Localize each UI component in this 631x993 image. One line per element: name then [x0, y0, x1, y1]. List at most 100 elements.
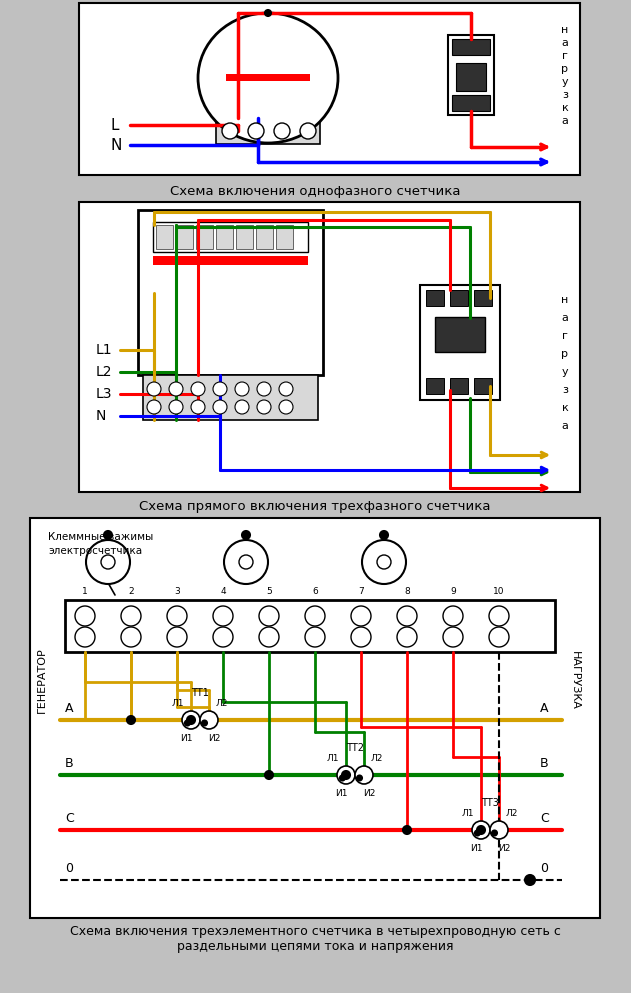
Circle shape	[213, 382, 227, 396]
Bar	[196, 225, 213, 249]
Circle shape	[167, 606, 187, 626]
Circle shape	[191, 400, 205, 414]
Circle shape	[248, 123, 264, 139]
Text: 4: 4	[220, 587, 226, 596]
Circle shape	[274, 123, 290, 139]
Circle shape	[185, 721, 190, 726]
Circle shape	[355, 766, 373, 784]
Text: И1: И1	[335, 789, 347, 798]
Bar	[216, 118, 320, 144]
Bar	[79, 202, 580, 492]
Text: р: р	[562, 349, 569, 359]
Circle shape	[147, 400, 161, 414]
Circle shape	[147, 382, 161, 396]
Text: A: A	[65, 702, 73, 715]
Text: N: N	[110, 137, 121, 153]
Circle shape	[169, 400, 183, 414]
Bar	[236, 225, 253, 249]
Bar	[294, 55, 308, 73]
Bar	[153, 256, 308, 265]
Text: C: C	[540, 812, 549, 825]
Circle shape	[443, 627, 463, 647]
Text: 0: 0	[540, 862, 548, 875]
Circle shape	[104, 531, 112, 539]
Circle shape	[351, 606, 371, 626]
Text: Схема включения однофазного счетчика: Схема включения однофазного счетчика	[170, 185, 460, 198]
Bar	[452, 39, 490, 55]
Text: у: у	[562, 77, 569, 87]
Circle shape	[75, 606, 95, 626]
Text: И2: И2	[208, 734, 220, 743]
Text: L1: L1	[96, 343, 112, 357]
Circle shape	[279, 400, 293, 414]
Circle shape	[475, 830, 480, 835]
Bar	[226, 53, 310, 75]
Circle shape	[377, 555, 391, 569]
Circle shape	[224, 540, 268, 584]
Text: 9: 9	[450, 587, 456, 596]
Text: а: а	[562, 421, 569, 431]
Circle shape	[121, 627, 141, 647]
Bar	[426, 378, 444, 394]
Text: 0: 0	[65, 862, 73, 875]
Text: И1: И1	[180, 734, 192, 743]
Bar	[452, 95, 490, 111]
Circle shape	[489, 606, 509, 626]
Bar	[278, 55, 292, 73]
Text: Л1: Л1	[327, 754, 339, 763]
Text: Л1: Л1	[172, 699, 184, 708]
Text: И2: И2	[363, 789, 375, 798]
Text: 10: 10	[493, 587, 505, 596]
Text: ГЕНЕРАТОР: ГЕНЕРАТОР	[37, 647, 47, 713]
Text: B: B	[65, 757, 74, 770]
Circle shape	[182, 711, 200, 729]
Circle shape	[492, 830, 497, 835]
Circle shape	[213, 627, 233, 647]
Circle shape	[342, 771, 350, 779]
Circle shape	[259, 627, 279, 647]
Text: L3: L3	[96, 387, 112, 401]
Text: И2: И2	[498, 844, 510, 853]
Bar	[143, 375, 318, 420]
Text: 1: 1	[82, 587, 88, 596]
Bar	[226, 74, 310, 81]
Text: Клеммные зажимы: Клеммные зажимы	[48, 532, 153, 542]
Circle shape	[490, 821, 508, 839]
Text: 2: 2	[128, 587, 134, 596]
Text: B: B	[540, 757, 548, 770]
Circle shape	[357, 776, 362, 780]
Circle shape	[101, 555, 115, 569]
Circle shape	[200, 711, 218, 729]
Circle shape	[127, 716, 135, 724]
Text: Схема прямого включения трехфазного счетчика: Схема прямого включения трехфазного счет…	[139, 500, 491, 513]
Text: р: р	[562, 64, 569, 74]
Circle shape	[397, 627, 417, 647]
Text: з: з	[562, 90, 568, 100]
Circle shape	[265, 771, 273, 779]
Circle shape	[202, 721, 207, 726]
Circle shape	[340, 776, 345, 780]
Circle shape	[403, 826, 411, 834]
Bar	[435, 317, 485, 352]
Circle shape	[86, 540, 130, 584]
Circle shape	[477, 826, 485, 834]
Circle shape	[472, 821, 490, 839]
Circle shape	[169, 382, 183, 396]
Bar	[246, 55, 260, 73]
Text: Л1: Л1	[462, 809, 475, 818]
Text: н: н	[562, 25, 569, 35]
Text: 8: 8	[404, 587, 410, 596]
Text: ТТ2: ТТ2	[346, 743, 364, 753]
Bar	[138, 210, 323, 375]
Text: C: C	[65, 812, 74, 825]
Text: ТТ1: ТТ1	[191, 688, 209, 698]
Text: у: у	[562, 367, 569, 377]
Text: электросчетчика: электросчетчика	[48, 546, 142, 556]
Bar	[474, 378, 492, 394]
Bar	[262, 55, 276, 73]
Text: з: з	[562, 385, 568, 395]
Text: 3: 3	[174, 587, 180, 596]
Text: а: а	[562, 116, 569, 126]
Circle shape	[213, 606, 233, 626]
Bar	[230, 55, 244, 73]
